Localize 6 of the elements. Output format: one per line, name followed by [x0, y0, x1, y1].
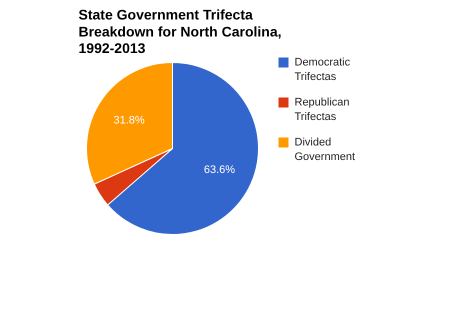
- legend-label: Democratic Trifectas: [294, 56, 351, 83]
- legend-label: Republican Trifectas: [294, 96, 350, 123]
- data-label: 63.6%: [204, 164, 236, 176]
- chart-title: State Government Trifecta Breakdown for North Carolina, 1992-2013: [78, 6, 282, 56]
- legend-label: Divided Government: [294, 136, 356, 163]
- data-label: 31.8%: [114, 114, 145, 127]
